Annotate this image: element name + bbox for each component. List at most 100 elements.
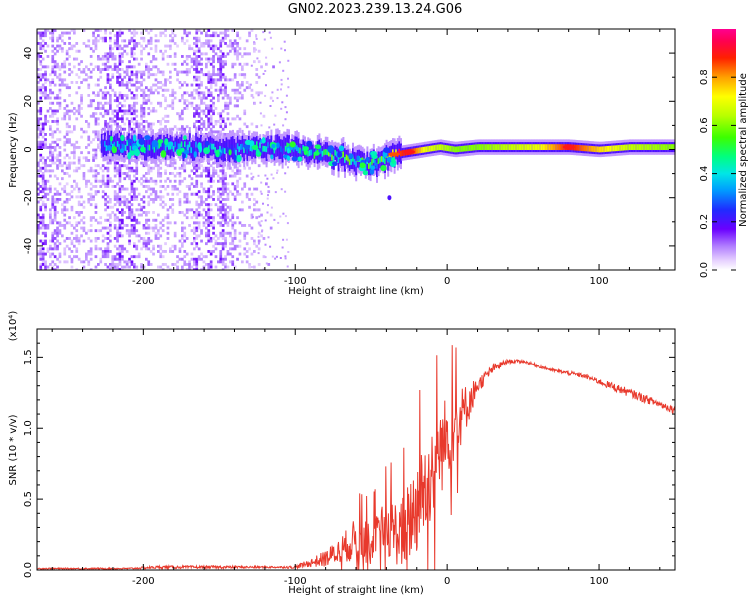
noise-cell — [41, 226, 45, 230]
noise-cell — [147, 127, 151, 131]
noise-cell — [145, 86, 148, 90]
noise-cell — [49, 208, 52, 212]
noise-cell — [274, 191, 277, 194]
noise-cell — [207, 203, 211, 207]
noise-cell — [157, 81, 160, 84]
noise-cell — [145, 221, 148, 225]
noise-cell — [195, 216, 199, 220]
noise-cell — [253, 49, 256, 53]
noise-cell — [159, 34, 163, 38]
noise-cell — [51, 247, 55, 251]
noise-cell — [61, 234, 64, 238]
noise-cell — [178, 127, 182, 131]
noise-cell — [209, 174, 213, 178]
noise-cell — [145, 99, 148, 103]
noise-cell — [147, 75, 151, 79]
noise-cell — [61, 83, 64, 87]
noise-cell — [116, 75, 119, 79]
noise-cell — [53, 174, 57, 178]
ridge-blob — [198, 145, 203, 153]
noise-cell — [205, 62, 208, 66]
noise-cell — [197, 107, 201, 110]
noise-cell — [58, 229, 62, 233]
noise-cell — [104, 109, 107, 113]
noise-cell — [44, 224, 47, 227]
noise-cell — [94, 169, 98, 173]
noise-cell — [205, 31, 208, 35]
noise-cell — [101, 234, 105, 238]
noise-cell — [39, 185, 43, 188]
noise-cell — [44, 226, 47, 230]
noise-cell — [260, 213, 263, 217]
noise-cell — [224, 231, 227, 235]
ridge-blob — [164, 138, 169, 146]
noise-cell — [219, 255, 223, 259]
noise-cell — [142, 47, 146, 51]
noise-cell — [111, 47, 115, 51]
noise-cell — [231, 221, 235, 225]
noise-cell — [61, 49, 64, 53]
noise-cell — [181, 234, 184, 238]
noise-cell — [104, 122, 107, 126]
noise-cell — [197, 70, 201, 74]
noise-cell — [161, 133, 165, 136]
noise-cell — [195, 268, 199, 270]
ridge-core — [227, 147, 230, 154]
noise-cell — [118, 73, 122, 77]
noise-cell — [152, 247, 155, 251]
noise-cell — [207, 174, 211, 178]
ridge-core — [265, 146, 268, 153]
noise-cell — [207, 112, 211, 116]
noise-cell — [217, 60, 220, 64]
noise-cell — [51, 31, 55, 35]
noise-cell — [212, 101, 215, 105]
noise-cell — [123, 109, 127, 113]
noise-cell — [185, 252, 189, 256]
noise-cell — [231, 117, 235, 121]
noise-cell — [202, 133, 206, 136]
noise-cell — [133, 195, 136, 199]
noise-cell — [99, 57, 103, 61]
noise-cell — [205, 255, 208, 259]
noise-cell — [142, 244, 146, 248]
noise-cell — [94, 229, 98, 233]
noise-cell — [53, 268, 57, 270]
noise-cell — [241, 94, 244, 97]
noise-cell — [130, 260, 134, 264]
noise-cell — [286, 222, 289, 225]
noise-cell — [51, 140, 55, 144]
noise-cell — [257, 252, 260, 255]
ridge-blob — [261, 137, 266, 144]
noise-cell — [159, 31, 163, 35]
ridge-core — [148, 144, 151, 151]
noise-cell — [266, 177, 269, 180]
noise-cell — [152, 244, 155, 248]
noise-cell — [147, 68, 151, 71]
noise-cell — [207, 42, 211, 45]
noise-cell — [250, 177, 254, 181]
noise-cell — [39, 255, 43, 259]
noise-cell — [116, 192, 119, 196]
noise-cell — [214, 122, 218, 126]
noise-cell — [123, 112, 127, 116]
noise-cell — [255, 48, 257, 51]
noise-cell — [169, 172, 172, 175]
noise-cell — [87, 250, 91, 253]
noise-cell — [190, 216, 194, 220]
y-tick-label: -20 — [23, 190, 34, 206]
noise-cell — [142, 107, 146, 110]
noise-cell — [252, 96, 255, 99]
ridge-core — [377, 158, 380, 164]
noise-cell — [121, 187, 124, 191]
noise-cell — [49, 148, 52, 152]
noise-cell — [267, 204, 269, 207]
noise-cell — [87, 200, 91, 204]
noise-cell — [94, 192, 98, 196]
noise-cell — [56, 239, 59, 243]
noise-cell — [231, 192, 235, 196]
noise-cell — [82, 229, 86, 233]
noise-cell — [61, 31, 64, 35]
noise-cell — [92, 216, 95, 220]
noise-cell — [63, 107, 67, 110]
noise-cell — [130, 65, 134, 69]
